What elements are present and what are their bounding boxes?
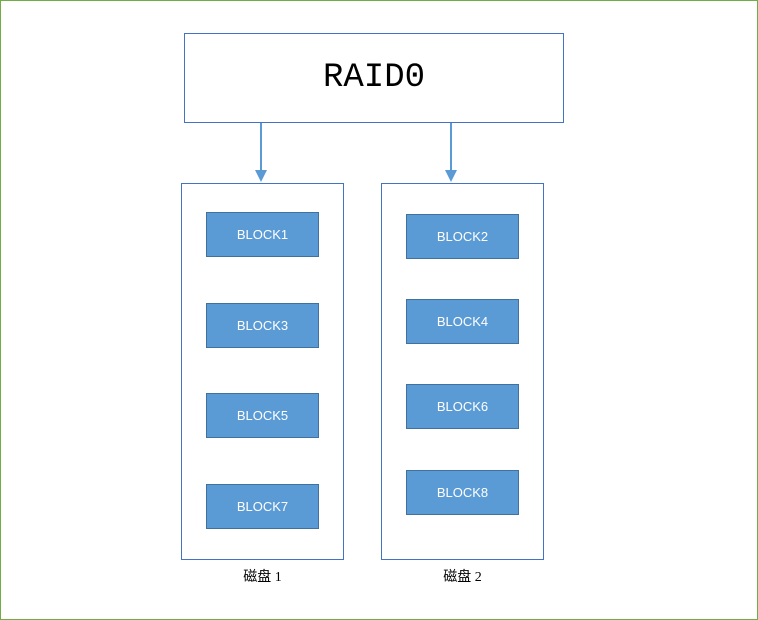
raid-title-box: RAID0 bbox=[184, 33, 564, 123]
block-5: BLOCK5 bbox=[206, 393, 319, 438]
arrow-head-2 bbox=[445, 170, 457, 182]
block-6: BLOCK6 bbox=[406, 384, 519, 429]
block-1: BLOCK1 bbox=[206, 212, 319, 257]
block-label: BLOCK6 bbox=[437, 399, 488, 414]
block-3: BLOCK3 bbox=[206, 303, 319, 348]
block-label: BLOCK2 bbox=[437, 229, 488, 244]
disk-2-label: 磁盘 2 bbox=[381, 566, 544, 586]
arrow-line-2 bbox=[450, 123, 452, 171]
block-label: BLOCK4 bbox=[437, 314, 488, 329]
block-8: BLOCK8 bbox=[406, 470, 519, 515]
block-label: BLOCK8 bbox=[437, 485, 488, 500]
diagram-canvas: RAID0 BLOCK1 BLOCK3 BLOCK5 BLOCK7 磁盘 1 B… bbox=[0, 0, 758, 620]
arrow-head-1 bbox=[255, 170, 267, 182]
arrow-line-1 bbox=[260, 123, 262, 171]
block-label: BLOCK3 bbox=[237, 318, 288, 333]
block-2: BLOCK2 bbox=[406, 214, 519, 259]
raid-title-label: RAID0 bbox=[323, 59, 425, 97]
block-4: BLOCK4 bbox=[406, 299, 519, 344]
block-label: BLOCK5 bbox=[237, 408, 288, 423]
block-label: BLOCK7 bbox=[237, 499, 288, 514]
disk-1-label: 磁盘 1 bbox=[181, 566, 344, 586]
block-7: BLOCK7 bbox=[206, 484, 319, 529]
block-label: BLOCK1 bbox=[237, 227, 288, 242]
